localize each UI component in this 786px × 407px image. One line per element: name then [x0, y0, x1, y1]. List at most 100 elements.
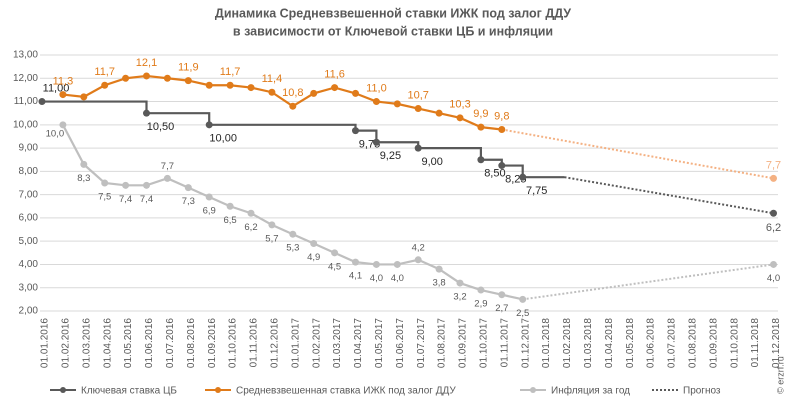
data-point: [519, 173, 527, 181]
data-label: 10,50: [147, 121, 175, 133]
data-point: [352, 89, 359, 97]
x-tick-label: 01.08.2017: [437, 318, 448, 368]
x-tick-label: 01.10.2018: [729, 318, 740, 368]
series-line: [62, 74, 502, 131]
x-tick-label: 01.10.2016: [228, 318, 239, 368]
data-point: [184, 77, 192, 85]
data-label: 2,5: [516, 308, 529, 319]
x-tick-label: 01.09.2016: [207, 318, 218, 368]
data-point: [372, 98, 380, 106]
y-tick-label: 3,00: [19, 282, 39, 293]
data-label: 10,3: [449, 99, 470, 111]
data-point: [519, 295, 527, 303]
data-point: [393, 100, 401, 108]
data-point: [372, 138, 380, 146]
x-tick-label: 01.11.2017: [499, 318, 510, 368]
data-label: 6,9: [203, 205, 216, 216]
y-tick-label: 5,00: [19, 236, 39, 247]
data-point: [477, 156, 485, 164]
data-point: [372, 260, 380, 268]
data-point: [247, 84, 255, 92]
data-point: [205, 121, 213, 129]
data-label: 4,1: [349, 271, 362, 282]
data-point: [352, 127, 359, 135]
data-point: [80, 93, 88, 101]
x-tick-label: 01.09.2018: [708, 318, 719, 368]
data-point: [59, 91, 67, 99]
data-label: 4,9: [307, 252, 320, 263]
x-tick-label: 01.06.2018: [646, 318, 657, 368]
y-tick-label: 6,00: [19, 213, 39, 224]
data-point: [268, 221, 276, 229]
legend-label: Средневзвешенная ставка ИЖК под залог ДД…: [236, 386, 456, 397]
y-tick-label: 9,00: [19, 143, 39, 154]
data-point: [38, 98, 46, 106]
data-point: [331, 249, 339, 257]
series-line: [61, 124, 523, 301]
data-point: [184, 184, 192, 192]
forecast-line: [522, 263, 774, 301]
data-label: 9,00: [421, 156, 442, 168]
data-label: 2,9: [474, 299, 487, 310]
data-point: [101, 81, 109, 89]
data-label: 4,0: [391, 273, 404, 284]
data-point: [205, 193, 213, 201]
y-tick-label: 13,00: [13, 50, 38, 61]
data-point: [80, 160, 88, 168]
data-point: [770, 209, 777, 217]
data-label: 2,7: [495, 303, 508, 314]
data-point: [143, 72, 150, 80]
data-label: 9,8: [494, 110, 509, 122]
chart-title: Динамика Средневзвешенной ставки ИЖК под…: [215, 6, 571, 20]
x-tick-label: 01.09.2017: [458, 318, 469, 368]
data-label: 7,7: [766, 159, 781, 171]
data-point: [414, 144, 422, 152]
data-point: [498, 162, 506, 170]
data-point: [770, 174, 777, 182]
data-label: 9,25: [380, 150, 401, 162]
data-label: 6,5: [223, 215, 236, 226]
data-point: [331, 84, 339, 92]
x-tick-label: 01.11.2018: [750, 318, 761, 368]
data-point: [477, 286, 485, 294]
y-tick-label: 12,00: [13, 73, 38, 84]
x-tick-label: 01.03.2016: [81, 318, 92, 368]
data-point: [310, 240, 318, 248]
data-label: 8,3: [77, 173, 90, 184]
y-tick-label: 2,00: [19, 306, 39, 317]
x-tick-label: 01.02.2018: [562, 318, 573, 368]
y-tick-label: 10,00: [13, 119, 38, 130]
x-tick-label: 01.04.2016: [102, 318, 113, 368]
data-point: [310, 89, 318, 97]
data-label: 10,0: [46, 128, 65, 139]
legend-label: Ключевая ставка ЦБ: [81, 386, 177, 397]
data-point: [414, 256, 422, 264]
x-tick-label: 01.04.2018: [604, 318, 615, 368]
data-label: 10,8: [282, 87, 303, 99]
data-point: [477, 123, 485, 131]
y-tick-label: 11,00: [14, 96, 39, 107]
source: © erzrf.ru: [775, 356, 785, 394]
data-label: 4,5: [328, 261, 341, 272]
x-tick-label: 01.08.2018: [688, 318, 699, 368]
x-tick-label: 01.10.2017: [479, 318, 490, 368]
x-tick-label: 01.08.2016: [186, 318, 197, 368]
data-label: 11,6: [324, 68, 345, 80]
data-point: [122, 181, 130, 189]
x-tick-label: 01.06.2017: [395, 318, 406, 368]
data-label: 7,75: [526, 185, 547, 197]
data-point: [163, 74, 171, 82]
y-tick-label: 4,00: [19, 259, 39, 270]
x-tick-label: 01.01.2016: [40, 318, 51, 368]
x-tick-label: 01.02.2016: [61, 318, 72, 368]
data-label: 6,2: [766, 222, 781, 234]
data-label: 4,2: [412, 242, 425, 253]
legend-label: Инфляция за год: [551, 385, 630, 397]
data-label: 11,7: [220, 66, 241, 78]
data-label: 11,0: [366, 82, 387, 94]
data-label: 11,3: [53, 75, 74, 87]
data-label: 4,0: [370, 273, 383, 284]
x-tick-label: 01.12.2018: [771, 318, 782, 368]
data-label: 5,3: [286, 243, 299, 254]
